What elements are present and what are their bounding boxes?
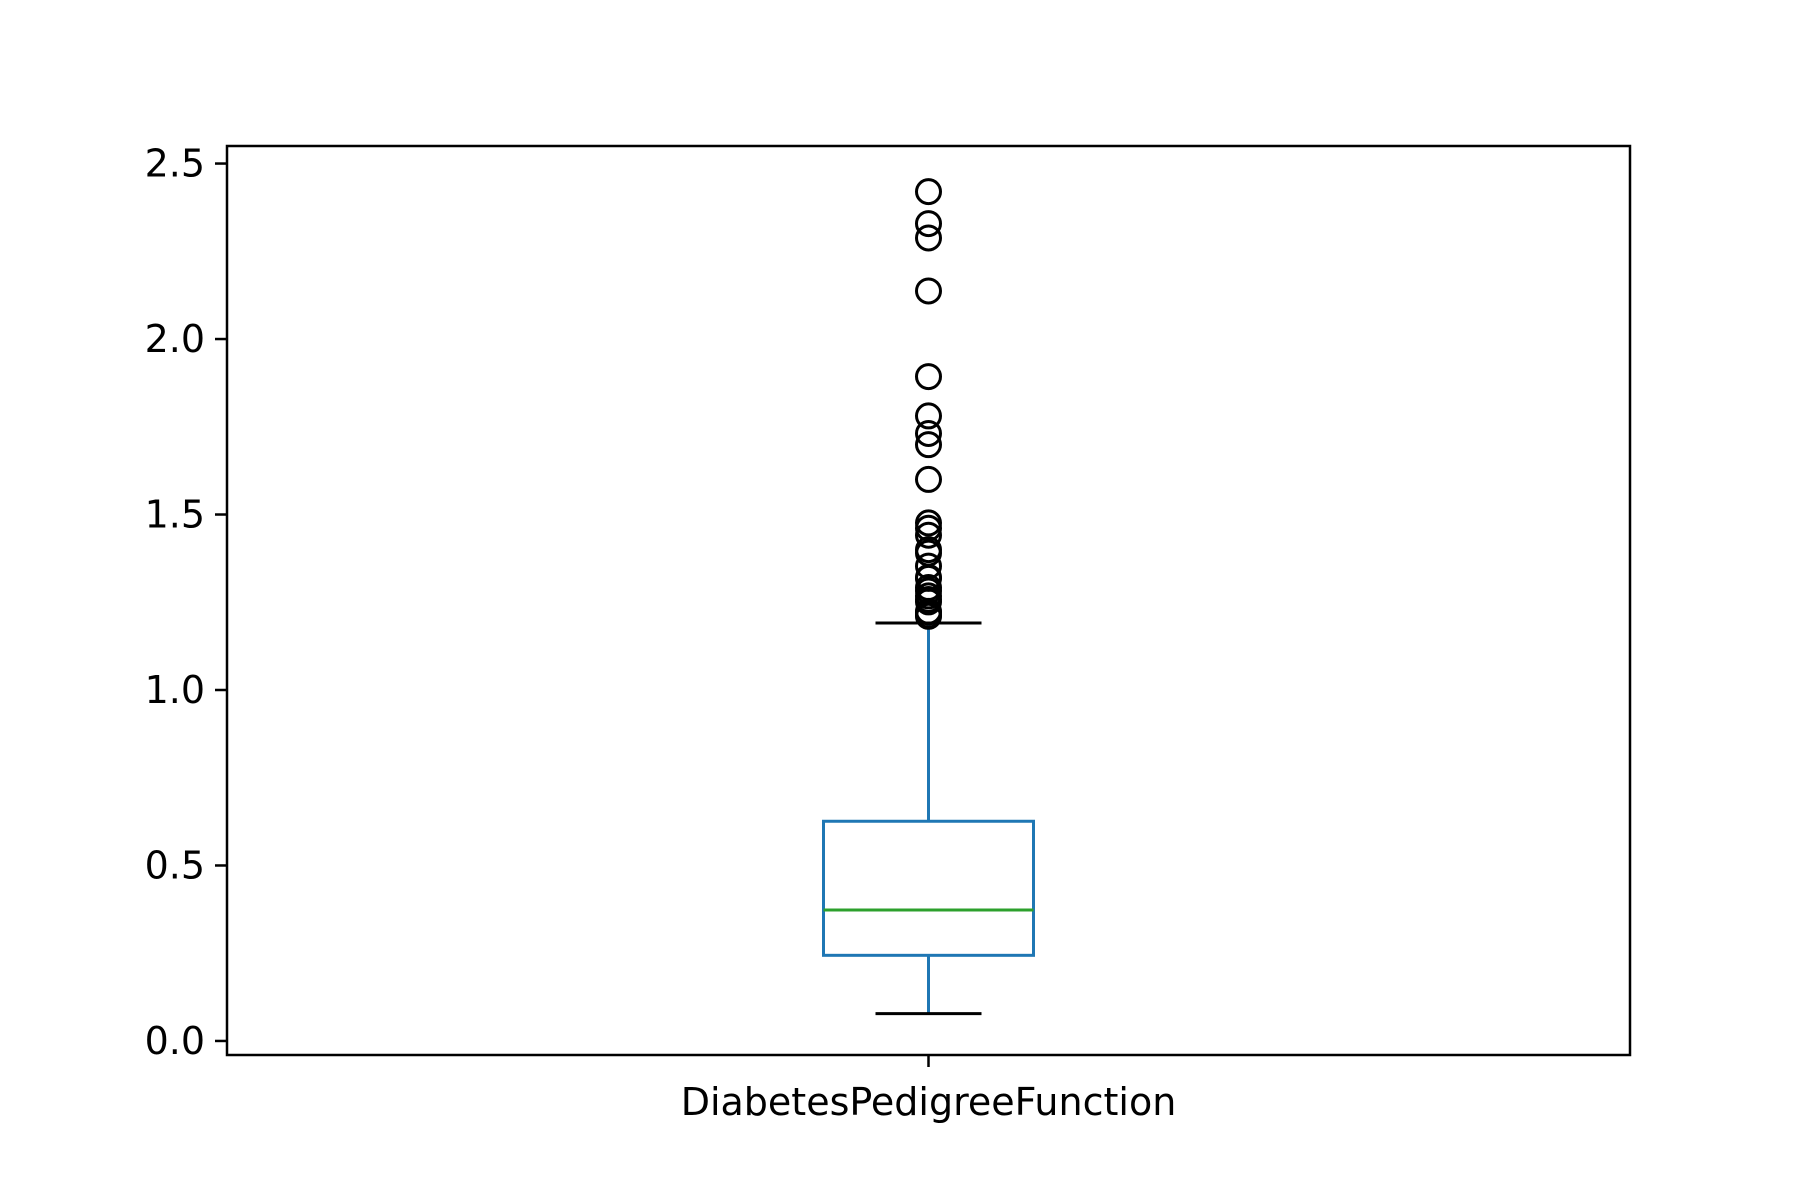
outlier-point <box>915 277 942 305</box>
y-axis: 0.0 0.5 1.0 1.5 2.0 2.5 <box>145 142 227 1063</box>
outlier-point <box>915 224 942 252</box>
x-tick-label: DiabetesPedigreeFunction <box>681 1080 1177 1124</box>
y-tick-label: 0.5 <box>145 843 205 887</box>
outlier-point <box>915 465 942 493</box>
iqr-box <box>822 819 1035 957</box>
outlier-point <box>915 402 942 430</box>
outlier-point <box>915 588 942 616</box>
y-tick-label: 0.0 <box>145 1019 205 1063</box>
y-tick-label: 1.5 <box>145 493 205 537</box>
axes-frame <box>225 144 1632 1057</box>
y-tick-label: 2.5 <box>145 142 205 186</box>
outlier-point <box>915 602 942 630</box>
outlier-point <box>915 178 942 206</box>
outlier-point <box>915 521 942 549</box>
y-tick-label: 2.0 <box>145 317 205 361</box>
outlier-point <box>915 363 942 391</box>
outlier-point <box>915 431 942 459</box>
plot-area <box>822 178 1035 1016</box>
x-axis: DiabetesPedigreeFunction <box>681 1055 1177 1124</box>
y-tick-label: 1.0 <box>145 668 205 712</box>
outlier-point <box>915 210 942 238</box>
outlier-point <box>915 419 942 447</box>
